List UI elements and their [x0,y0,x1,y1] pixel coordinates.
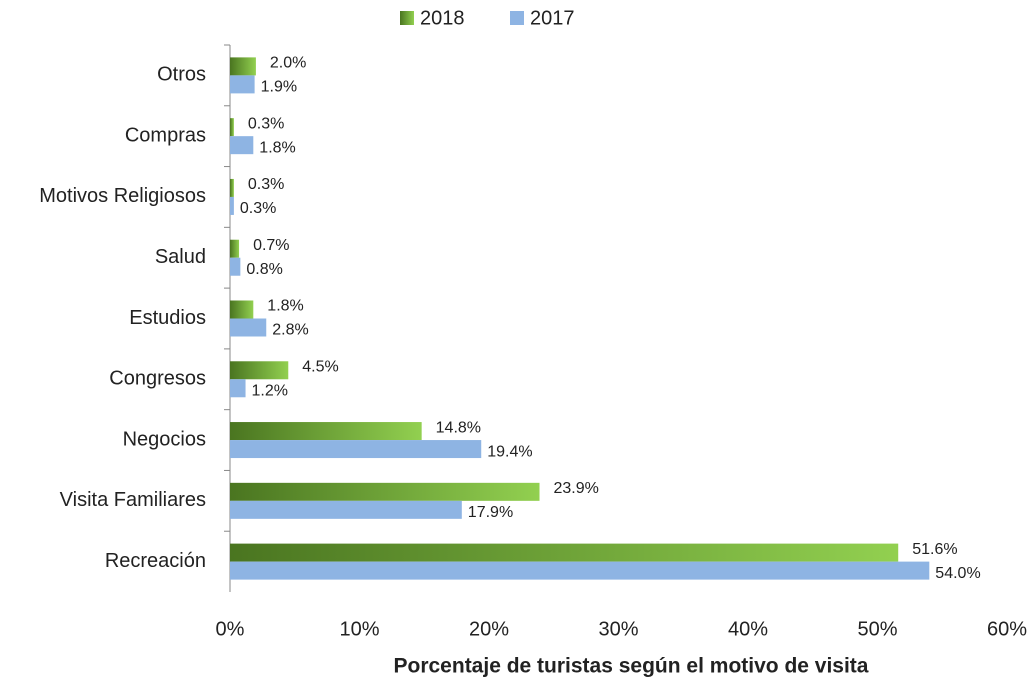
category-label: Motivos Religiosos [39,185,206,207]
value-label: 23.9% [554,480,599,497]
x-tick-label: 60% [987,618,1027,640]
value-label: 1.8% [267,298,303,315]
legend-label: 2018 [420,7,465,29]
bar [230,239,240,258]
bar [230,136,254,155]
bar [230,500,462,519]
category-label: Estudios [129,307,206,329]
bar [230,561,930,580]
value-label: 2.8% [272,322,308,339]
value-label: 17.9% [468,504,513,521]
bar [230,196,234,215]
category-label: Recreación [105,550,206,572]
bar [230,361,289,380]
x-axis-title: Porcentaje de turistas según el motivo d… [394,655,869,678]
x-tick-label: 40% [728,618,768,640]
value-label: 14.8% [436,419,481,436]
bar [230,440,482,459]
category-label: Negocios [123,428,206,450]
category-label: Salud [155,246,206,268]
x-tick-label: 30% [598,618,638,640]
legend-label: 2017 [530,7,575,29]
bar [230,318,267,337]
value-label: 1.2% [252,382,288,399]
bar [230,300,254,319]
value-label: 54.0% [935,565,980,582]
value-label: 2.0% [270,55,306,72]
category-label: Visita Familiares [60,489,206,511]
value-label: 1.9% [261,79,297,96]
value-label: 0.3% [248,115,284,132]
bar [230,543,899,562]
bar [230,482,540,501]
bar [230,422,422,441]
category-label: Compras [125,124,206,146]
x-tick-label: 20% [469,618,509,640]
value-label: 0.3% [248,176,284,193]
legend-swatch [510,11,524,25]
x-tick-label: 10% [339,618,379,640]
value-label: 0.3% [240,200,276,217]
bar [230,75,255,94]
value-label: 0.8% [246,261,282,278]
value-label: 1.8% [259,139,295,156]
value-label: 51.6% [912,541,957,558]
value-label: 4.5% [302,358,338,375]
x-tick-label: 50% [857,618,897,640]
bar [230,178,234,197]
bar [230,257,241,276]
bar [230,379,246,398]
x-tick-label: 0% [216,618,245,640]
bar [230,118,234,137]
value-label: 19.4% [487,443,532,460]
legend-swatch [400,11,414,25]
category-label: Congresos [109,368,206,390]
bar [230,57,256,76]
value-label: 0.7% [253,237,289,254]
category-label: Otros [157,64,206,86]
